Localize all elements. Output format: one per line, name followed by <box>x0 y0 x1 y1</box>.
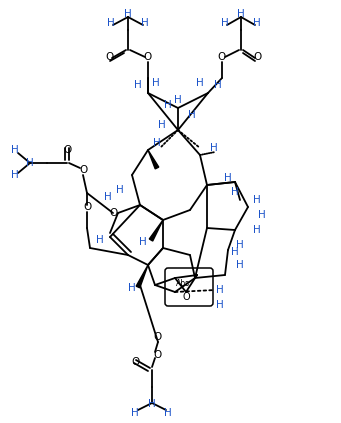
Text: H: H <box>153 138 161 148</box>
Text: H: H <box>210 143 218 153</box>
Text: H: H <box>231 247 239 257</box>
Text: H: H <box>26 158 34 168</box>
Text: H: H <box>231 187 239 197</box>
Text: H: H <box>164 408 172 418</box>
Text: H: H <box>258 210 266 220</box>
Text: H: H <box>224 173 232 183</box>
Text: O: O <box>79 165 87 175</box>
Text: H: H <box>221 18 229 28</box>
Text: O: O <box>154 350 162 360</box>
Text: H: H <box>141 18 149 28</box>
Text: H: H <box>131 408 139 418</box>
Text: H: H <box>216 285 224 295</box>
Text: Abs: Abs <box>176 278 190 288</box>
Text: O: O <box>253 52 261 62</box>
Text: H: H <box>152 78 160 88</box>
Text: H: H <box>139 237 147 247</box>
Text: O: O <box>131 357 139 367</box>
Text: O: O <box>109 208 117 218</box>
Text: H: H <box>236 260 244 270</box>
Text: H: H <box>107 18 115 28</box>
Text: H: H <box>253 195 261 205</box>
Text: O: O <box>83 202 91 212</box>
Text: H: H <box>236 240 244 250</box>
Text: O: O <box>182 292 190 302</box>
Polygon shape <box>148 150 159 169</box>
Text: O: O <box>105 52 113 62</box>
Text: H: H <box>124 9 132 19</box>
Polygon shape <box>136 265 148 288</box>
Text: H: H <box>164 100 172 110</box>
Text: H: H <box>216 300 224 310</box>
Text: H: H <box>11 145 19 155</box>
Text: H: H <box>196 78 204 88</box>
Text: H: H <box>253 225 261 235</box>
Text: H: H <box>158 120 166 130</box>
Text: O: O <box>63 145 71 155</box>
Text: H: H <box>134 80 142 90</box>
Text: H: H <box>128 283 136 293</box>
Text: H: H <box>148 399 156 409</box>
Text: H: H <box>188 110 196 120</box>
Text: H: H <box>214 80 222 90</box>
Text: O: O <box>144 52 152 62</box>
Text: H: H <box>174 95 182 105</box>
Text: H: H <box>116 185 124 195</box>
Polygon shape <box>149 220 163 241</box>
Text: H: H <box>104 192 112 202</box>
Text: H: H <box>96 235 104 245</box>
Text: O: O <box>218 52 226 62</box>
Text: O: O <box>154 332 162 342</box>
Text: H: H <box>253 18 261 28</box>
Text: H: H <box>11 170 19 180</box>
Text: H: H <box>237 9 245 19</box>
